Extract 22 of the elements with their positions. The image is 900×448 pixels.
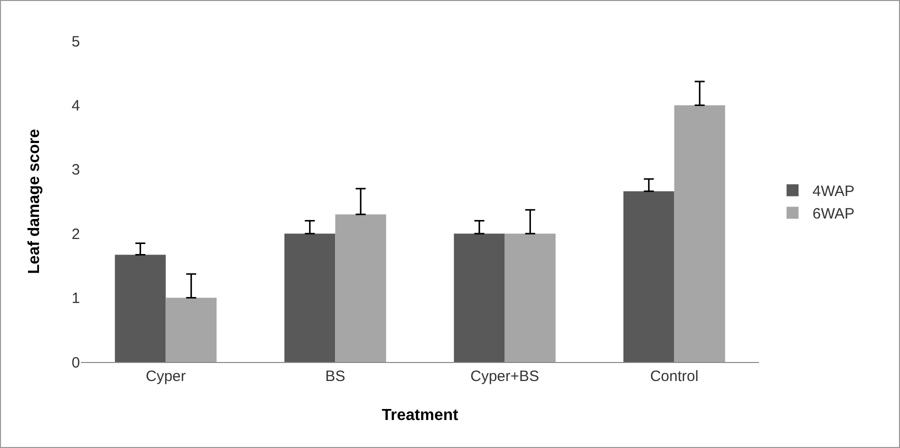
bar xyxy=(166,298,217,362)
bar xyxy=(674,105,726,362)
y-tick-label: 2 xyxy=(72,226,80,243)
y-tick-label: 0 xyxy=(72,354,80,372)
bar xyxy=(284,234,336,362)
x-tick-label: BS xyxy=(325,368,346,385)
x-tick-label: Control xyxy=(650,368,698,385)
y-tick-label: 3 xyxy=(72,162,80,179)
y-tick-label: 1 xyxy=(72,290,80,308)
y-tick-label: 4 xyxy=(72,97,80,114)
bar xyxy=(454,234,505,362)
bar xyxy=(114,254,166,362)
legend-label: 6WAP xyxy=(812,206,855,223)
x-axis-title: Treatment xyxy=(382,407,459,424)
bar xyxy=(623,191,674,362)
legend-label: 4WAP xyxy=(812,183,855,200)
bar xyxy=(504,234,556,362)
x-tick-label: Cyper+BS xyxy=(470,368,540,385)
y-axis-title: Leaf damage score xyxy=(26,128,43,274)
bar xyxy=(335,214,386,362)
y-tick-label: 5 xyxy=(72,33,80,50)
x-tick-label: Cyper xyxy=(146,368,186,385)
